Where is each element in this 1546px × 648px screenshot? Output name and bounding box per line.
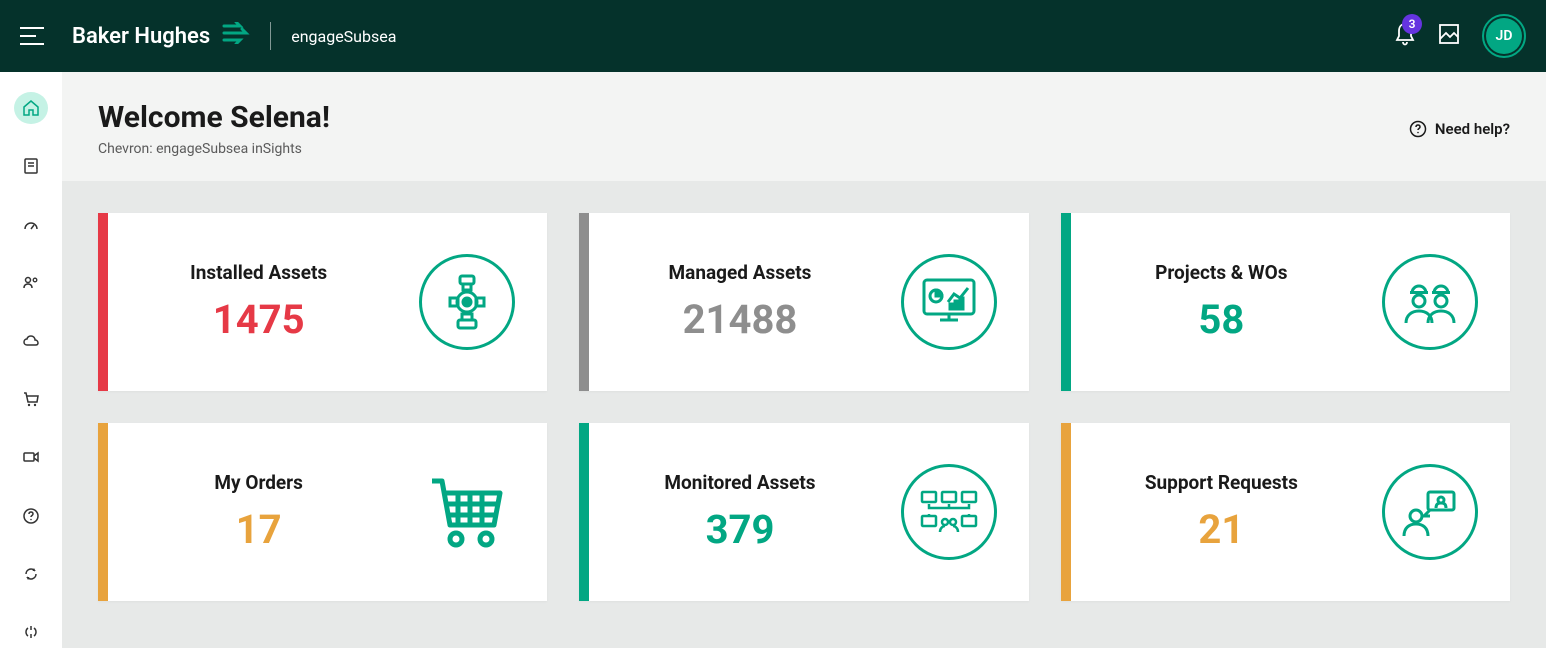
dashboard-card[interactable]: Managed Assets 21488: [579, 213, 1028, 391]
screens-group-icon: [889, 464, 1009, 560]
users-icon: [22, 274, 40, 292]
avatar-initials: JD: [1486, 18, 1522, 54]
dashboard-card[interactable]: Projects & WOs 58: [1061, 213, 1510, 391]
dashboard-card[interactable]: Monitored Assets 379: [579, 423, 1028, 601]
card-accent: [579, 423, 589, 601]
topbar: Baker Hughes engageSubsea 3 JD: [0, 0, 1546, 72]
card-value: 1475: [120, 296, 397, 343]
card-accent: [1061, 423, 1071, 601]
refresh-icon: [22, 565, 40, 583]
brand-logo-icon: [222, 21, 250, 51]
sidebar-item-users[interactable]: [14, 267, 48, 299]
sidebar-item-refresh[interactable]: [14, 558, 48, 590]
card-title: Projects & WOs: [1083, 261, 1360, 284]
card-title: Monitored Assets: [601, 471, 878, 494]
card-title: Support Requests: [1083, 471, 1360, 494]
sidebar-item-cloud[interactable]: [14, 325, 48, 357]
card-title: Managed Assets: [601, 261, 878, 284]
card-value: 21: [1083, 506, 1360, 553]
menu-toggle-button[interactable]: [20, 27, 44, 45]
brand-divider: [270, 22, 271, 50]
sidebar-item-help[interactable]: [14, 499, 48, 531]
cards-grid: Installed Assets 1475 Managed Assets 21488 P…: [62, 181, 1546, 633]
card-accent: [98, 213, 108, 391]
video-icon: [22, 448, 40, 466]
brand-name: Baker Hughes: [72, 24, 210, 49]
gauge-icon: [22, 216, 40, 234]
image-icon-button[interactable]: [1438, 23, 1460, 49]
card-value: 379: [601, 506, 878, 553]
brand-sub: engageSubsea: [291, 27, 396, 46]
cart-icon: [22, 390, 40, 408]
card-text: Projects & WOs 58: [1073, 261, 1370, 343]
main-content: Welcome Selena! Chevron: engageSubsea in…: [62, 72, 1546, 648]
sidebar-item-home[interactable]: [14, 92, 48, 124]
monitor-chart-icon: [889, 254, 1009, 350]
notifications-button[interactable]: 3: [1394, 22, 1416, 50]
card-text: My Orders 17: [110, 471, 407, 553]
card-title: My Orders: [120, 471, 397, 494]
cloud-icon: [22, 332, 40, 350]
card-accent: [1061, 213, 1071, 391]
help-circle-icon: [1409, 120, 1427, 138]
image-icon: [1438, 23, 1460, 45]
card-text: Monitored Assets 379: [591, 471, 888, 553]
valve-icon: [407, 254, 527, 350]
cart-icon: [407, 471, 527, 553]
card-accent: [579, 213, 589, 391]
card-text: Managed Assets 21488: [591, 261, 888, 343]
sidebar-item-dashboard[interactable]: [14, 208, 48, 240]
welcome-title: Welcome Selena!: [98, 100, 330, 135]
card-title: Installed Assets: [120, 261, 397, 284]
sidebar-item-cart[interactable]: [14, 383, 48, 415]
sidebar-item-video[interactable]: [14, 441, 48, 473]
card-value: 21488: [601, 296, 878, 343]
user-avatar-button[interactable]: JD: [1482, 14, 1526, 58]
home-icon: [22, 99, 40, 117]
page-header: Welcome Selena! Chevron: engageSubsea in…: [62, 72, 1546, 181]
sidebar: [0, 72, 62, 648]
card-text: Installed Assets 1475: [110, 261, 407, 343]
brand: Baker Hughes: [72, 21, 250, 51]
card-value: 58: [1083, 296, 1360, 343]
need-help-label: Need help?: [1435, 120, 1510, 138]
support-person-icon: [1370, 464, 1490, 560]
card-text: Support Requests 21: [1073, 471, 1370, 553]
dashboard-card[interactable]: Installed Assets 1475: [98, 213, 547, 391]
card-accent: [98, 423, 108, 601]
sidebar-item-documents[interactable]: [14, 150, 48, 182]
notification-badge: 3: [1402, 14, 1422, 34]
welcome-subtitle: Chevron: engageSubsea inSights: [98, 141, 330, 157]
document-icon: [22, 157, 40, 175]
workers-icon: [1370, 254, 1490, 350]
help-icon: [22, 507, 40, 525]
need-help-button[interactable]: Need help?: [1409, 120, 1510, 138]
sync-icon: [22, 623, 40, 641]
card-value: 17: [120, 506, 397, 553]
dashboard-card[interactable]: Support Requests 21: [1061, 423, 1510, 601]
dashboard-card[interactable]: My Orders 17: [98, 423, 547, 601]
sidebar-item-sync[interactable]: [14, 616, 48, 648]
